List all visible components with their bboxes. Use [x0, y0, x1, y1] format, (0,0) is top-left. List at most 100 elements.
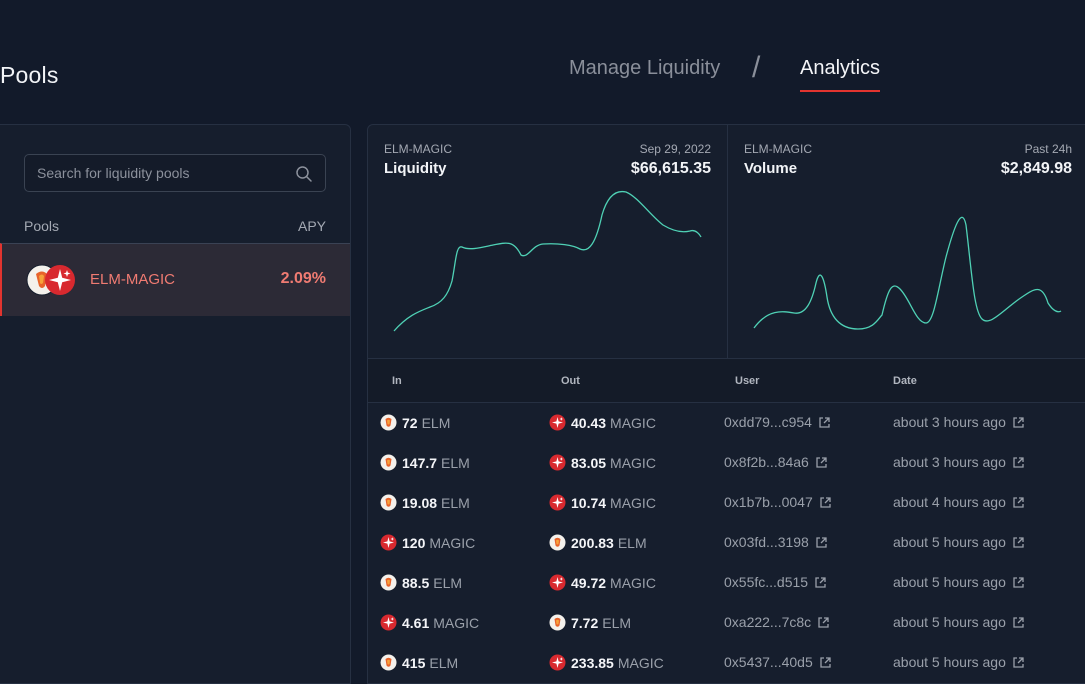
pool-item-elm-magic[interactable]: ELM-MAGIC 2.09% [0, 243, 350, 316]
column-date: Date [893, 375, 917, 387]
user-link[interactable]: 0x5437...40d5 [724, 654, 832, 670]
pool-apy: 2.09% [280, 270, 326, 287]
user-address: 0x1b7b...0047 [724, 494, 813, 510]
external-link-icon[interactable] [815, 456, 828, 469]
date-text: about 5 hours ago [893, 614, 1006, 630]
out-symbol: ELM [617, 534, 647, 551]
user-address: 0x03fd...3198 [724, 534, 809, 550]
out-amount: 49.72 [571, 574, 607, 591]
in-symbol: MAGIC [433, 614, 480, 631]
column-in: In [392, 375, 402, 387]
table-row: 147.7 ELM 83.05 MAGIC 0x8f2b...84a6 abou… [368, 443, 1085, 483]
date-link[interactable]: about 5 hours ago [893, 574, 1025, 590]
out-symbol: MAGIC [610, 494, 656, 511]
external-link-icon[interactable] [815, 536, 828, 549]
liquidity-line [393, 190, 702, 332]
pools-column-label: Pools [24, 218, 60, 234]
out-amount: 233.85 [571, 654, 614, 671]
table-row: 120 MAGIC 200.83 ELM 0x03fd...3198 about… [368, 523, 1085, 563]
external-link-icon[interactable] [819, 656, 832, 669]
in-symbol: ELM [429, 654, 459, 671]
out-symbol: MAGIC [610, 414, 656, 431]
magic-token-icon [549, 414, 566, 431]
elm-token-icon [380, 574, 397, 591]
user-link[interactable]: 0x03fd...3198 [724, 534, 828, 550]
user-link[interactable]: 0xa222...7c8c [724, 614, 830, 630]
volume-period: Past 24h [1024, 142, 1072, 156]
search-icon[interactable] [295, 165, 313, 183]
out-cell: 233.85 MAGIC [549, 654, 664, 671]
date-link[interactable]: about 5 hours ago [893, 614, 1025, 630]
table-row: 72 ELM 40.43 MAGIC 0xdd79...c954 about 3… [368, 403, 1085, 443]
volume-pair-label: ELM-MAGIC [744, 142, 813, 156]
volume-value: $2,849.98 [1000, 160, 1072, 177]
column-user: User [735, 375, 760, 387]
external-link-icon[interactable] [1012, 616, 1025, 629]
volume-title: Volume [744, 160, 798, 177]
table-row: 4.61 MAGIC 7.72 ELM 0xa222...7c8c about … [368, 603, 1085, 643]
magic-token-icon [549, 574, 566, 591]
in-amount: 147.7 [402, 454, 438, 471]
date-text: about 3 hours ago [893, 454, 1006, 470]
elm-token-icon [549, 614, 566, 631]
search-box [24, 154, 326, 192]
user-address: 0xa222...7c8c [724, 614, 812, 630]
in-symbol: MAGIC [429, 534, 476, 551]
date-link[interactable]: about 5 hours ago [893, 654, 1025, 670]
pool-list-header: Pools APY [24, 218, 326, 234]
out-amount: 7.72 [571, 614, 599, 631]
out-cell: 200.83 ELM [549, 534, 647, 551]
user-address: 0x8f2b...84a6 [724, 454, 809, 470]
out-symbol: MAGIC [610, 454, 656, 471]
in-symbol: ELM [441, 494, 470, 511]
user-link[interactable]: 0x8f2b...84a6 [724, 454, 828, 470]
elm-token-icon [380, 454, 397, 471]
user-link[interactable]: 0xdd79...c954 [724, 414, 831, 430]
liquidity-value: $66,615.35 [630, 160, 711, 177]
in-amount: 4.61 [402, 614, 430, 631]
external-link-icon[interactable] [814, 576, 827, 589]
in-cell: 72 ELM [380, 414, 450, 431]
tab-analytics[interactable]: Analytics [800, 55, 881, 92]
user-address: 0x55fc...d515 [724, 574, 809, 590]
date-link[interactable]: about 3 hours ago [893, 454, 1025, 470]
date-link[interactable]: about 5 hours ago [893, 534, 1025, 550]
liquidity-date: Sep 29, 2022 [639, 142, 711, 156]
external-link-icon[interactable] [1012, 536, 1025, 549]
analytics-panel: ELM-MAGIC Liquidity Sep 29, 2022 $66,615… [367, 124, 1085, 684]
pool-pair-icon [26, 264, 75, 296]
magic-token-icon [380, 614, 397, 631]
user-link[interactable]: 0x1b7b...0047 [724, 494, 832, 510]
in-amount: 72 [402, 414, 418, 431]
in-cell: 88.5 ELM [380, 574, 462, 591]
search-input[interactable] [37, 155, 287, 191]
in-amount: 19.08 [402, 494, 438, 511]
out-cell: 40.43 MAGIC [549, 414, 656, 431]
pools-sidebar: Pools APY ELM-MAGIC 2.09% [0, 124, 351, 684]
external-link-icon[interactable] [1012, 576, 1025, 589]
in-cell: 415 ELM [380, 654, 458, 671]
liquidity-pair-label: ELM-MAGIC [384, 142, 453, 156]
in-amount: 88.5 [402, 574, 430, 591]
external-link-icon[interactable] [819, 496, 832, 509]
volume-chart-card: ELM-MAGIC Volume Past 24h $2,849.98 [728, 125, 1085, 358]
user-link[interactable]: 0x55fc...d515 [724, 574, 827, 590]
swaps-table-body: 72 ELM 40.43 MAGIC 0xdd79...c954 about 3… [368, 403, 1085, 683]
elm-token-icon [380, 654, 397, 671]
date-text: about 3 hours ago [893, 414, 1006, 430]
swaps-table-header: In Out User Date [368, 358, 1085, 403]
in-cell: 120 MAGIC [380, 534, 475, 551]
date-link[interactable]: about 4 hours ago [893, 494, 1025, 510]
in-amount: 120 [402, 534, 426, 551]
external-link-icon[interactable] [818, 416, 831, 429]
external-link-icon[interactable] [1012, 496, 1025, 509]
date-link[interactable]: about 3 hours ago [893, 414, 1025, 430]
tab-manage-liquidity[interactable]: Manage Liquidity [569, 57, 721, 79]
out-symbol: MAGIC [617, 654, 664, 671]
in-cell: 147.7 ELM [380, 454, 470, 471]
external-link-icon[interactable] [1012, 456, 1025, 469]
external-link-icon[interactable] [817, 616, 830, 629]
external-link-icon[interactable] [1012, 656, 1025, 669]
external-link-icon[interactable] [1012, 416, 1025, 429]
date-text: about 5 hours ago [893, 654, 1006, 670]
